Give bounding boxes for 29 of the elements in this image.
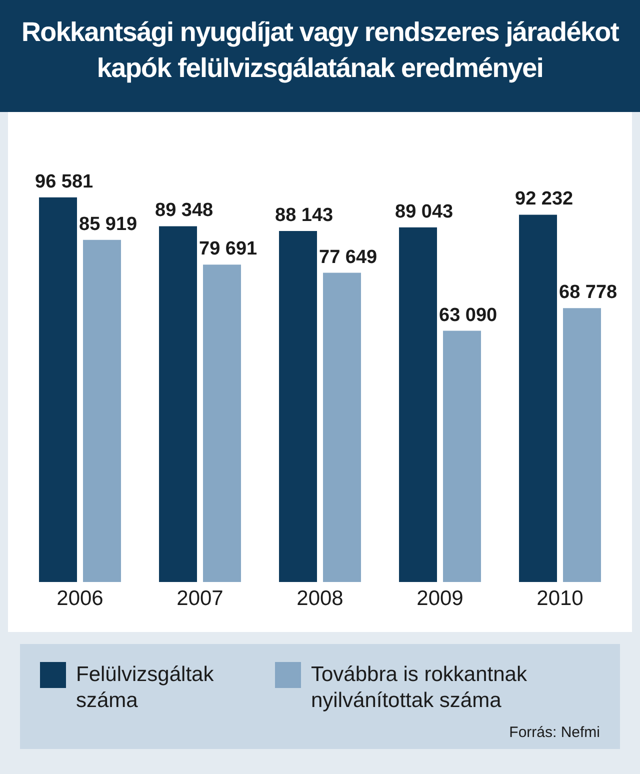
x-tick-label: 2010 (536, 586, 584, 610)
bar (563, 308, 601, 582)
data-label: 68 778 (559, 282, 618, 304)
data-label: 88 143 (275, 204, 334, 226)
data-label: 79 691 (199, 238, 258, 260)
bar (519, 214, 557, 582)
bar (203, 264, 241, 582)
data-label: 96 581 (35, 171, 94, 192)
bar (83, 240, 121, 582)
legend-label: Felülvizsgáltak száma (76, 662, 215, 714)
bar (443, 330, 481, 582)
text: Forrás: Nefmi (508, 724, 600, 741)
data-label: 85 919 (79, 214, 138, 235)
data-label: 89 348 (155, 200, 214, 222)
bar (39, 197, 77, 582)
data-label: 89 043 (395, 201, 454, 222)
x-tick-label: 2008 (296, 586, 344, 610)
legend-label: Továbbra is rokkantnak nyilvánítottak száma (311, 662, 528, 714)
x-tick-label: 2009 (416, 586, 464, 610)
x-tick-label: 2007 (176, 586, 224, 610)
bar (159, 226, 197, 582)
data-label: 77 649 (319, 246, 378, 268)
bar (323, 272, 361, 582)
data-label: 63 090 (439, 304, 498, 326)
chart-title: Rokkantsági nyugdíjat vagy rendszeres járadékot kapók felülvizsgálatának eredményei (0, 0, 640, 112)
bar (399, 227, 437, 582)
data-label: 92 232 (515, 188, 574, 210)
bar (279, 230, 317, 582)
x-tick-label: 2006 (56, 586, 104, 610)
